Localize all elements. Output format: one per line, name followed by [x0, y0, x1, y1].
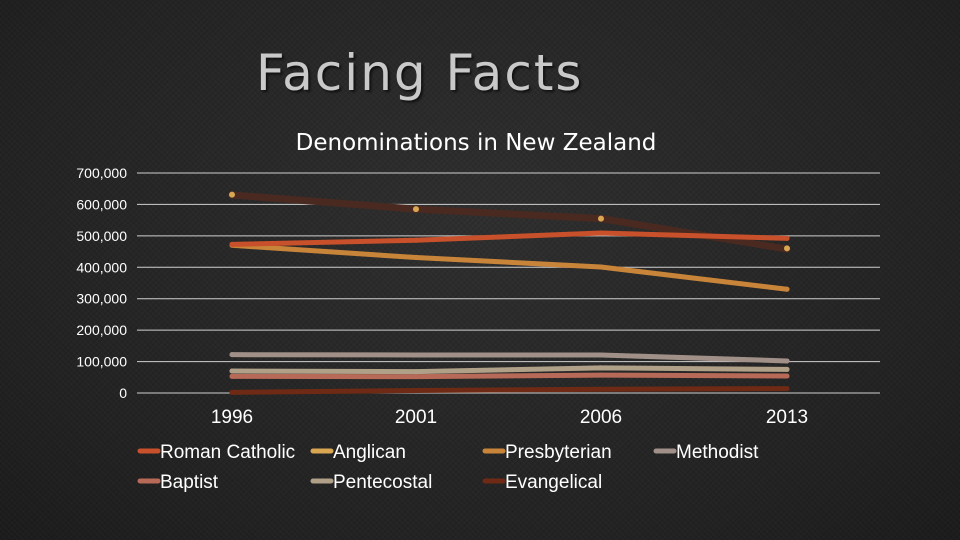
- data-point-methodist: [784, 358, 790, 364]
- y-tick-label: 600,000: [76, 196, 127, 212]
- data-point-methodist: [413, 352, 419, 358]
- data-point-methodist: [229, 352, 235, 358]
- data-point-roman-catholic: [784, 235, 790, 241]
- y-tick-label: 400,000: [76, 259, 127, 275]
- data-point-methodist: [598, 352, 604, 358]
- y-tick-label: 700,000: [76, 165, 127, 181]
- data-point-anglican: [784, 245, 790, 252]
- data-point-pentecostal: [229, 368, 235, 374]
- y-axis-tick-labels: 0 100,000 200,000 300,000 400,000 500,000 600,…: [76, 165, 127, 401]
- data-point-baptist: [598, 372, 604, 378]
- series-line-pentecostal: [229, 365, 790, 375]
- series-line-evangelical: [229, 386, 790, 395]
- data-point-pentecostal: [598, 365, 604, 371]
- data-point-pentecostal: [413, 369, 419, 375]
- data-point-pentecostal: [784, 366, 790, 372]
- x-tick-label: 2006: [580, 407, 622, 428]
- y-tick-label: 300,000: [76, 291, 127, 307]
- x-tick-label: 2013: [766, 407, 808, 428]
- slide-title: Facing Facts: [256, 44, 584, 102]
- x-axis-tick-labels: 1996 2001 2006 2013: [211, 407, 808, 428]
- data-point-roman-catholic: [229, 241, 235, 247]
- data-point-baptist: [413, 374, 419, 380]
- chart-title: Denominations in New Zealand: [296, 130, 657, 156]
- data-point-baptist: [229, 373, 235, 379]
- data-point-evangelical: [784, 386, 790, 392]
- data-point-evangelical: [413, 387, 419, 393]
- data-point-anglican: [413, 206, 419, 213]
- legend: Roman Catholic Anglican Presbyterian Method…: [137, 442, 759, 493]
- legend-label-methodist: Methodist: [676, 442, 759, 463]
- series-line-presbyterian: [229, 242, 790, 292]
- data-point-evangelical: [229, 389, 235, 395]
- data-point-roman-catholic: [413, 237, 419, 243]
- data-point-anglican: [598, 215, 604, 222]
- data-point-presbyterian: [784, 286, 790, 292]
- legend-label-pentecostal: Pentecostal: [333, 472, 432, 493]
- legend-label-anglican: Anglican: [333, 442, 406, 463]
- data-point-roman-catholic: [598, 230, 604, 236]
- data-point-anglican: [229, 191, 235, 198]
- data-point-evangelical: [598, 386, 604, 392]
- data-point-baptist: [784, 373, 790, 379]
- data-point-presbyterian: [413, 255, 419, 261]
- series-line-baptist: [229, 372, 790, 380]
- series-line-roman-catholic: [229, 230, 790, 247]
- legend-label-baptist: Baptist: [160, 472, 219, 493]
- data-point-presbyterian: [598, 264, 604, 270]
- y-tick-label: 0: [119, 385, 127, 401]
- legend-marker-anglican: [319, 448, 325, 454]
- y-tick-label: 200,000: [76, 322, 127, 338]
- legend-label-evangelical: Evangelical: [505, 472, 602, 493]
- series-line-methodist: [229, 352, 790, 364]
- series-lines: [228, 191, 791, 395]
- y-tick-label: 100,000: [76, 354, 127, 370]
- y-tick-label: 500,000: [76, 228, 127, 244]
- legend-label-roman-catholic: Roman Catholic: [160, 442, 295, 463]
- x-tick-label: 1996: [211, 407, 253, 428]
- x-tick-label: 2001: [395, 407, 437, 428]
- legend-label-presbyterian: Presbyterian: [505, 442, 612, 463]
